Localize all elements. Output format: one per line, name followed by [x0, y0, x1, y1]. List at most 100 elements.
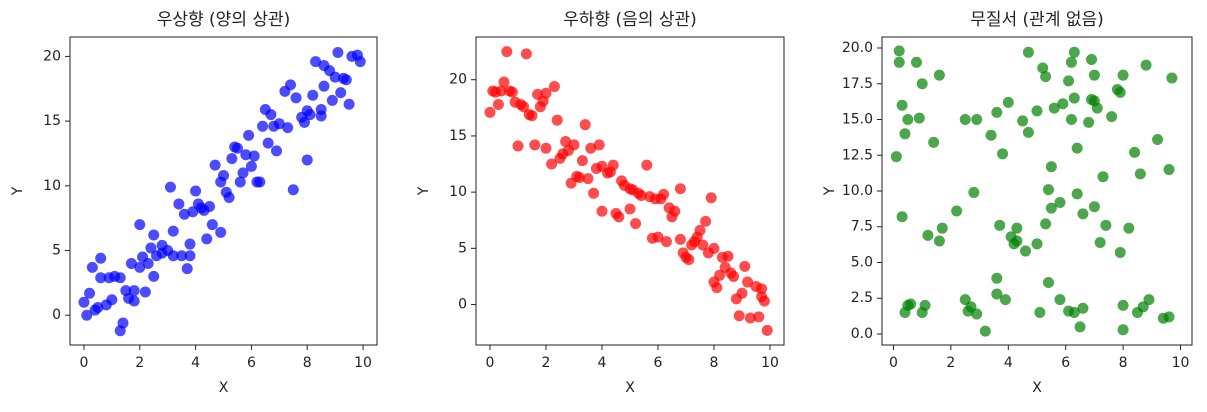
- scatter-point: [273, 118, 285, 130]
- subplot-title: 우상향 (양의 상관): [157, 10, 291, 30]
- scatter-point: [518, 101, 530, 113]
- scatter-point: [607, 159, 619, 171]
- y-tick-label: 0.0: [851, 326, 873, 342]
- y-tick-label: 10: [449, 184, 467, 200]
- scatter-point: [694, 224, 706, 236]
- scatter-point: [1071, 142, 1083, 154]
- scatter-point: [1152, 134, 1164, 146]
- scatter-point: [1057, 98, 1069, 110]
- scatter-point: [576, 155, 588, 167]
- scatter-point: [756, 283, 768, 295]
- scatter-point: [928, 136, 940, 148]
- scatter-point: [173, 198, 185, 210]
- scatter-point: [201, 233, 213, 245]
- scatter-point: [226, 153, 238, 165]
- scatter-point: [271, 145, 283, 157]
- scatter-point: [167, 250, 179, 262]
- x-tick-label: 4: [1004, 355, 1013, 371]
- scatter-point: [714, 269, 726, 281]
- scatter-point: [933, 235, 945, 247]
- scatter-point: [117, 317, 129, 329]
- scatter-point: [1065, 114, 1077, 126]
- x-tick-label: 4: [598, 355, 607, 371]
- scatter-point: [1117, 324, 1129, 336]
- x-tick-label: 8: [1119, 355, 1128, 371]
- x-tick-label: 2: [946, 355, 955, 371]
- scatter-point: [86, 261, 98, 273]
- scatter-point: [936, 222, 948, 234]
- y-tick-label: 20: [449, 72, 467, 88]
- scatter-point: [304, 109, 316, 121]
- scatter-point: [176, 250, 188, 262]
- x-tick-label: 2: [542, 355, 551, 371]
- scatter-point: [1045, 202, 1057, 214]
- scatter-point: [190, 185, 202, 197]
- scatter-point: [641, 159, 653, 171]
- scatter-point: [1100, 219, 1112, 231]
- scatter-point: [1031, 105, 1043, 117]
- scatter-point: [669, 205, 681, 217]
- scatter-point: [999, 294, 1011, 306]
- y-tick-label: 5: [458, 240, 467, 256]
- scatter-point: [184, 238, 196, 250]
- scatter-point: [551, 114, 563, 126]
- scatter-point: [1017, 115, 1029, 127]
- scatter-point: [1048, 102, 1060, 114]
- scatter-point: [1117, 299, 1129, 311]
- scatter-point: [240, 149, 252, 161]
- scatter-point: [520, 48, 532, 60]
- scatter-point: [736, 287, 748, 299]
- scatter-point: [1054, 196, 1066, 208]
- scatter-point: [1091, 102, 1103, 114]
- axes-frame: [881, 36, 1193, 346]
- scatter-point: [128, 295, 140, 307]
- scatter-point: [301, 154, 313, 166]
- y-tick-label: 5.0: [851, 254, 873, 270]
- scatter-point: [310, 56, 322, 68]
- scatter-point: [231, 142, 243, 154]
- scatter-point: [1002, 96, 1014, 108]
- scatter-point: [148, 270, 160, 282]
- y-tick-label: 20: [43, 48, 61, 64]
- scatter-point: [262, 137, 274, 149]
- scatter-point: [540, 142, 552, 154]
- x-tick-label: 6: [654, 355, 663, 371]
- scatter-point: [893, 45, 905, 57]
- scatter-point: [142, 257, 154, 269]
- scatter-point: [501, 46, 513, 58]
- scatter-point: [753, 311, 765, 323]
- scatter-point: [1068, 92, 1080, 104]
- scatter-point: [985, 129, 997, 141]
- scatter-point: [697, 239, 709, 251]
- scatter-point: [218, 169, 229, 181]
- scatter-point: [1040, 218, 1052, 230]
- scatter-point: [148, 229, 160, 241]
- scatter-point: [997, 148, 1009, 160]
- scatter-point: [1065, 56, 1077, 68]
- x-tick-label: 0: [889, 355, 898, 371]
- scatter-point: [582, 173, 594, 185]
- scatter-point: [254, 176, 266, 188]
- scatter-point: [81, 309, 93, 321]
- scatter-point: [128, 285, 140, 297]
- scatter-point: [209, 159, 221, 171]
- x-tick-label: 6: [1061, 355, 1070, 371]
- y-axis-label: Y: [10, 186, 26, 196]
- scatter-point: [1134, 168, 1146, 180]
- scatter-point: [484, 106, 496, 118]
- scatter-point: [243, 129, 255, 141]
- scatter-point: [284, 79, 296, 91]
- scatter-point: [332, 47, 344, 59]
- axes-frame: [475, 36, 785, 346]
- scatter-point: [134, 261, 146, 273]
- scatter-point: [761, 324, 773, 336]
- scatter-point: [1140, 59, 1152, 71]
- scatter-point: [722, 250, 734, 262]
- x-tick-label: 10: [1172, 355, 1190, 371]
- scatter-point: [307, 89, 319, 101]
- scatter-point: [1063, 75, 1075, 87]
- scatter-point: [95, 272, 107, 284]
- scatter-point: [529, 139, 541, 151]
- scatter-point: [922, 229, 934, 241]
- scatter-point: [1068, 46, 1080, 58]
